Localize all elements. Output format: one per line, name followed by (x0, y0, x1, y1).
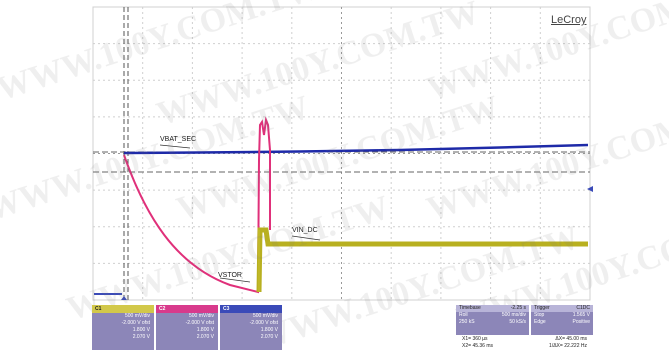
readout-row-1: X1= 360 µs ΔX= 45.00 ms (456, 336, 593, 343)
vin-leader (291, 235, 321, 241)
channel-1-value-2: 2.070 V (132, 334, 150, 340)
cursor-readout: X1= 360 µs ΔX= 45.00 ms X2= 45.36 ms 1/Δ… (456, 336, 593, 352)
trigger-slope: Positive (572, 319, 590, 325)
vbat-label: VBAT_SEC (160, 136, 197, 143)
channel-1-value-1: 1.800 V (132, 327, 150, 333)
channel-2-header: C2 (156, 305, 218, 313)
trigger-header: Trigger C1DC (531, 305, 593, 312)
trigger-level: 1.565 V (572, 312, 590, 318)
trigger-level-marker[interactable] (587, 186, 593, 192)
timebase-label: Timebase (459, 305, 481, 311)
channel-3-value-2: 2.070 V (260, 334, 278, 340)
channel-3-volts-div: 500 mV/div (252, 313, 278, 319)
channel-1-offset: -2.000 V ofst (121, 320, 150, 326)
x1-label: X1= (462, 336, 472, 342)
inv-dx-value: 22.222 Hz (564, 343, 587, 349)
timebase-value: -2.25 s (510, 305, 526, 311)
vstor-trace (123, 116, 271, 294)
channel-2-panel[interactable]: C2 500 mV/div -2.000 V ofst 1.800 V 2.07… (156, 305, 218, 350)
timebase-row-1: Roll 500 ms/div (456, 312, 529, 319)
trigger-row-2: Edge Positive (531, 319, 593, 326)
x1-value: 360 µs (472, 336, 488, 342)
channel-3-offset: -2.000 V ofst (249, 320, 278, 326)
channel-3-name: C3 (223, 305, 230, 312)
dx-label: ΔX= (555, 336, 566, 342)
timebase-mode: Roll (459, 312, 468, 318)
channel-2-value-1: 1.800 V (196, 327, 214, 333)
dx-value: 45.00 ms (566, 336, 587, 342)
inv-dx-label: 1/ΔX= (549, 343, 563, 349)
timebase-rate: 50 kS/s (509, 319, 526, 325)
timebase-samples: 250 kS (459, 319, 475, 325)
channel-3-header: C3 (220, 305, 282, 313)
channel-3-panel[interactable]: C3 500 mV/div -2.000 V ofst 1.800 V 2.07… (220, 305, 282, 350)
trigger-time-marker[interactable] (121, 296, 127, 300)
channel-2-volts-div: 500 mV/div (188, 313, 214, 319)
channel-3-value-1: 1.800 V (260, 327, 278, 333)
channel-2-offset: -2.000 V ofst (185, 320, 214, 326)
trigger-channel: C1DC (576, 305, 590, 311)
trigger-type: Edge (534, 319, 546, 325)
channel-2-name: C2 (159, 305, 166, 312)
channel-2-value-2: 2.070 V (196, 334, 214, 340)
ground-marker (94, 293, 122, 295)
timebase-header: Timebase -2.25 s (456, 305, 529, 312)
vstor-label: VSTOR (218, 272, 242, 279)
timebase-row-2: 250 kS 50 kS/s (456, 319, 529, 326)
trigger-label: Trigger (534, 305, 550, 311)
timebase-panel[interactable]: Timebase -2.25 s Roll 500 ms/div 250 kS … (456, 305, 529, 335)
vin-trace (256, 227, 588, 293)
timebase-per-div: 500 ms/div (501, 312, 526, 318)
trigger-row-1: Stop 1.565 V (531, 312, 593, 319)
vbat-trace (123, 143, 589, 155)
vbat-leader (159, 144, 191, 149)
vstor-leader (219, 277, 251, 283)
trigger-panel[interactable]: Trigger C1DC Stop 1.565 V Edge Positive (531, 305, 593, 335)
x2-label: X2= (462, 343, 472, 349)
readout-row-2: X2= 45.36 ms 1/ΔX= 22.222 Hz (456, 343, 593, 350)
brand-logo: LeCroy (551, 14, 587, 26)
channel-1-panel[interactable]: C1 500 mV/div -2.000 V ofst 1.800 V 2.07… (92, 305, 154, 350)
trigger-mode: Stop (534, 312, 545, 318)
x2-value: 45.36 ms (472, 343, 494, 349)
channel-1-header: C1 (92, 305, 154, 313)
vin-label: VIN_DC (292, 227, 318, 234)
channel-1-name: C1 (95, 305, 102, 312)
channel-1-volts-div: 500 mV/div (124, 313, 150, 319)
